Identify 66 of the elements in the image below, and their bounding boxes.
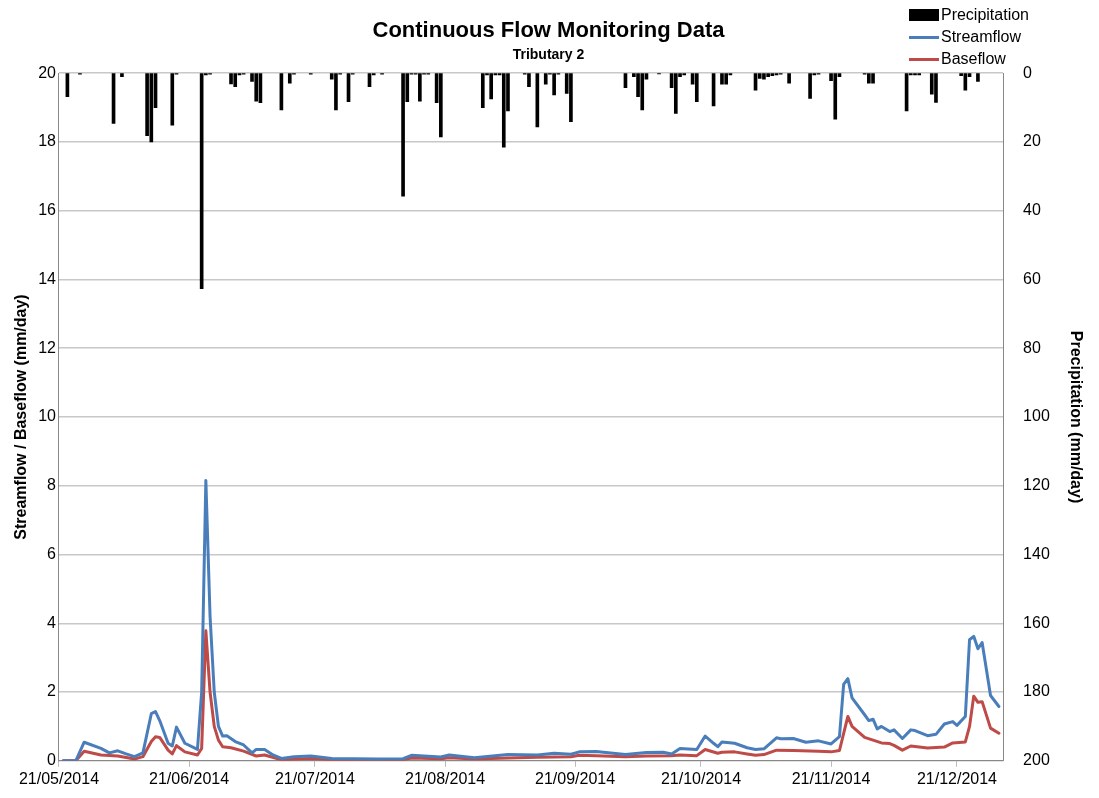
y2-tick-label: 40	[1023, 201, 1041, 219]
bar	[867, 73, 871, 84]
bar	[569, 73, 573, 123]
bar	[254, 73, 259, 102]
x-tick-label: 21/08/2014	[404, 769, 486, 787]
bar	[401, 73, 405, 197]
y-tick-label: 0	[47, 751, 57, 769]
y-tick-label: 6	[47, 544, 57, 562]
chart-title: Continuous Flow Monitoring Data	[372, 17, 726, 43]
bar	[934, 73, 938, 103]
bar	[439, 73, 443, 138]
bar	[694, 73, 699, 103]
x-tick-label: 21/11/2014	[791, 769, 871, 787]
x-tick-label: 21/05/2014	[18, 769, 100, 787]
bar	[501, 73, 506, 148]
bar	[480, 73, 485, 108]
y2-tick-label: 100	[1023, 407, 1050, 425]
bar	[233, 73, 238, 87]
bar	[527, 73, 531, 87]
chart-subtitle: Tributary 2	[512, 45, 585, 62]
bar	[149, 73, 154, 143]
y-tick-label: 14	[38, 269, 57, 287]
bar	[552, 73, 556, 96]
x-tick-label: 21/09/2014	[535, 769, 616, 787]
bar	[334, 73, 338, 111]
y2-tick-label: 120	[1023, 476, 1050, 494]
y-tick-label: 16	[38, 201, 57, 219]
bar	[673, 73, 678, 114]
y-tick-label: 2	[47, 682, 57, 700]
y2-tick-label: 180	[1023, 682, 1050, 700]
legend-label: Streamflow	[940, 27, 1021, 47]
y2-tick-label: 60	[1023, 269, 1041, 287]
bar	[871, 73, 875, 84]
y2-tick-label: 20	[1023, 132, 1041, 150]
bar	[418, 73, 422, 102]
bar	[724, 73, 728, 85]
legend-label: Precipitation	[940, 5, 1029, 25]
y2-axis-title: Precipitation (mm/day)	[1067, 330, 1085, 504]
x-tick-label: 21/12/2014	[916, 769, 998, 787]
bar	[229, 73, 233, 85]
bar	[287, 73, 292, 84]
x-tick-label: 21/10/2014	[660, 769, 742, 787]
bar	[787, 73, 791, 84]
bar	[489, 73, 494, 100]
bar	[833, 73, 838, 120]
y-tick-label: 8	[47, 476, 57, 494]
y-axis-title: Streamflow / Baseflow (mm/day)	[12, 294, 30, 540]
y-tick-label: 12	[38, 338, 57, 356]
y-tick-label: 18	[38, 132, 57, 150]
bar	[808, 73, 812, 99]
bar	[543, 73, 548, 85]
y2-tick-label: 160	[1023, 613, 1050, 631]
legend-label: Baseflow	[940, 49, 1006, 69]
y-tick-label: 20	[38, 63, 57, 81]
y2-tick-label: 80	[1023, 338, 1041, 356]
y-tick-label: 10	[38, 407, 57, 425]
x-tick-label: 21/06/2014	[149, 769, 230, 787]
y2-tick-label: 140	[1023, 544, 1050, 562]
bar	[720, 73, 724, 85]
x-tick-label: 21/07/2014	[274, 769, 356, 787]
y2-tick-label: 200	[1023, 751, 1050, 769]
bar	[976, 73, 980, 82]
bar	[170, 73, 175, 126]
bar	[640, 73, 645, 111]
y2-tick-label: 0	[1023, 63, 1033, 81]
y-tick-label: 4	[47, 613, 57, 631]
